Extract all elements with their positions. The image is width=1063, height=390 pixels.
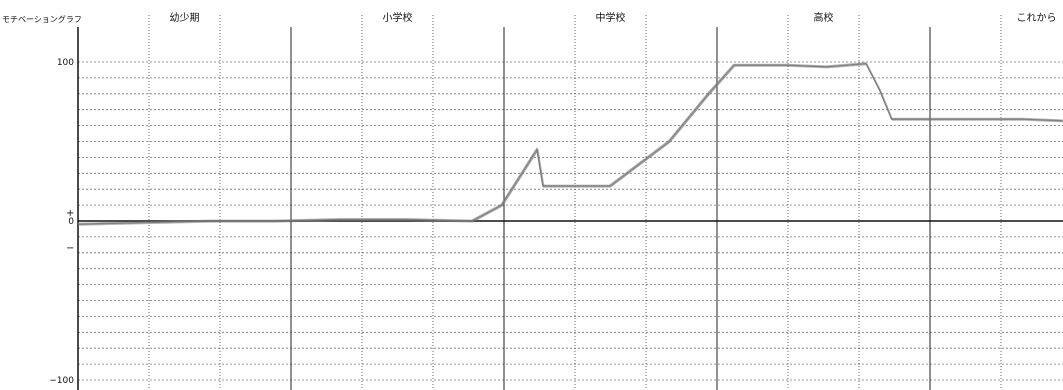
y-axis-ticks: 100 0 −100 [49,58,74,386]
phase-label: 小学校 [383,11,413,24]
series-group [77,62,1063,226]
series-line [78,64,1063,226]
phase-label: 高校 [814,11,834,24]
phase-label: 中学校 [596,11,626,24]
vertical-gridlines [148,15,1002,390]
series-line [79,63,1063,225]
minus-marker: − [66,243,74,254]
chart-title: モチベーショングラフ [2,14,82,24]
y-tick-label: 0 [68,217,74,227]
y-tick-label: 100 [57,58,74,68]
phase-labels: 幼少期 小学校 中学校 高校 これから [170,11,1057,24]
plus-marker: + [66,208,74,219]
series-line [77,62,1063,225]
series-line [77,62,1063,224]
y-tick-label: −100 [49,376,74,386]
phase-label: 幼少期 [170,11,200,24]
phase-label: これから [1017,12,1057,24]
